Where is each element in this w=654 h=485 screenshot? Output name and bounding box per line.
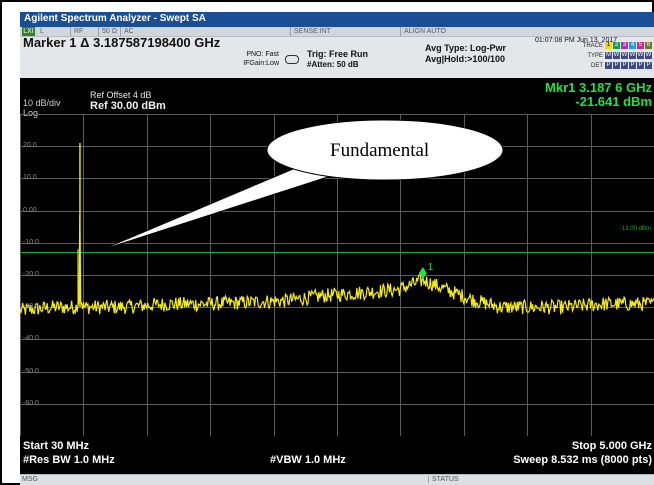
y-tick-label: 10.0 bbox=[23, 174, 37, 182]
trace-row: TRACE 1 2 3 4 5 6 bbox=[582, 42, 652, 50]
y-tick-label: -20.0 bbox=[23, 271, 39, 278]
marker-diamond bbox=[418, 267, 427, 280]
ref-level: Ref 30.00 dBm bbox=[90, 100, 166, 112]
video-bandwidth: #VBW 1.0 MHz bbox=[270, 454, 346, 466]
if-gain-setting: IFGain:Low bbox=[243, 60, 279, 67]
trigger-icon bbox=[285, 55, 299, 64]
coupling-indicator: AC bbox=[120, 27, 134, 36]
rf-indicator: RF bbox=[70, 27, 83, 36]
marker-readout-amplitude: -21.641 dBm bbox=[575, 94, 652, 109]
plot-canvas: 1 bbox=[20, 114, 654, 436]
sense-indicator: SENSE:INT bbox=[290, 27, 331, 36]
avg-type: Avg Type: Log-Pwr bbox=[425, 43, 506, 53]
y-tick-label: -10.0 bbox=[23, 238, 39, 246]
message-field: MSG bbox=[22, 476, 38, 483]
lxi-badge: LXI bbox=[22, 27, 35, 36]
title-bar: Agilent Spectrum Analyzer - Swept SA bbox=[20, 12, 654, 27]
ref-offset: Ref Offset 4 dB bbox=[90, 90, 152, 100]
footer-readouts: Start 30 MHz #Res BW 1.0 MHz #VBW 1.0 MH… bbox=[20, 436, 654, 474]
settings-panel: LXI L RF 50 Ω AC SENSE:INT ALIGN AUTO Ma… bbox=[20, 27, 654, 78]
marker-number: 1 bbox=[428, 262, 434, 273]
impedance-indicator: 50 Ω bbox=[98, 27, 117, 36]
display-header: 10 dB/div Log Ref Offset 4 dB Ref 30.00 … bbox=[20, 78, 654, 118]
datetime: 01:07:08 PM Jun 13, 2017 bbox=[535, 37, 618, 44]
y-tick-label: 0.00 bbox=[23, 206, 37, 214]
scale-per-division: 10 dB/div bbox=[23, 98, 61, 108]
pno-setting: PNO: Fast bbox=[246, 51, 279, 58]
scale-type: Log bbox=[23, 108, 39, 118]
type-row: TYPE M W W W W W bbox=[587, 52, 652, 60]
trigger-setting: Trig: Free Run bbox=[307, 49, 369, 59]
attenuation-setting: #Atten: 50 dB bbox=[307, 60, 359, 69]
trace-line bbox=[20, 215, 654, 315]
stop-frequency: Stop 5.000 GHz bbox=[571, 440, 652, 452]
status-bar: MSG STATUS bbox=[20, 474, 654, 485]
det-row: DET P P P P P P bbox=[591, 62, 652, 70]
callout-pointer bbox=[99, 163, 339, 251]
status-strip: LXI L RF 50 Ω AC SENSE:INT ALIGN AUTO bbox=[20, 27, 654, 37]
marker-title: Marker 1 Δ 3.187587198400 GHz bbox=[23, 35, 221, 50]
start-frequency: Start 30 MHz bbox=[23, 440, 90, 452]
analyzer-screen: Agilent Spectrum Analyzer - Swept SA LXI… bbox=[20, 12, 654, 485]
fundamental-callout-text: Fundamental bbox=[330, 140, 430, 161]
align-indicator: ALIGN AUTO bbox=[400, 27, 446, 36]
status-field: STATUS bbox=[428, 476, 459, 483]
y-tick-label: -30.0 bbox=[23, 303, 39, 311]
callout-bubble bbox=[266, 119, 504, 181]
resolution-bandwidth: #Res BW 1.0 MHz bbox=[23, 454, 115, 466]
y-tick-label: -50.0 bbox=[23, 367, 39, 375]
callout-join bbox=[301, 167, 339, 177]
y-tick-label: -40.0 bbox=[23, 335, 39, 343]
sweep-time: Sweep 8.532 ms (8000 pts) bbox=[513, 454, 652, 466]
avg-hold: Avg|Hold:>100/100 bbox=[425, 54, 505, 64]
display-line-label: -13.00 dBm bbox=[619, 226, 651, 232]
trace-plot[interactable]: 1 20.0 10.0 0.00 -10.0 -20.0 -30.0 -40.0 -50.0 -… bbox=[20, 114, 654, 436]
marker-readout-frequency: Mkr1 3.187 6 GHz bbox=[545, 80, 652, 95]
window-title: Agilent Spectrum Analyzer - Swept SA bbox=[24, 13, 206, 24]
y-tick-label: 20.0 bbox=[23, 142, 37, 150]
y-tick-label: -60.0 bbox=[23, 399, 39, 407]
input-indicator: L bbox=[40, 28, 44, 35]
